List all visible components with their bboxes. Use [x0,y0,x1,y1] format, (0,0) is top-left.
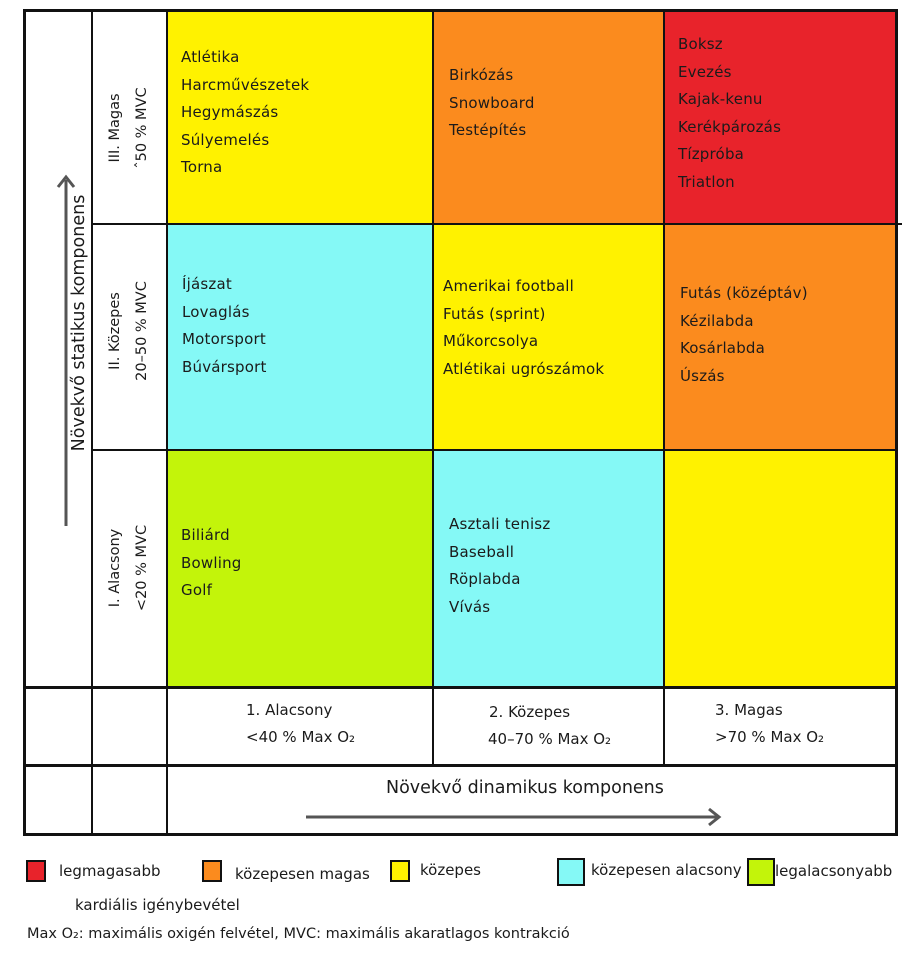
sport-item: Atlétikai ugrószámok [443,359,605,378]
legend-label-orange: közepesen magas [235,865,370,883]
sport-item: Kerékpározás [678,117,782,136]
col-label-low-level: 1. Alacsony [246,701,333,719]
sports-mid-high: Futás (középtáv) Kézilabda Kosárlabda Úszás [680,280,808,390]
sports-low-low: Biliárd Bowling Golf [181,522,242,605]
sports-high-high: Boksz Evezés Kajak-kenu Kerékpározás Tízprób… [678,31,781,197]
sport-item: Súlyemelés [181,130,270,149]
row-label-mid-level: II. Közepes [107,292,123,370]
cell-low-high [664,450,896,687]
sport-item: Torna [181,158,223,177]
sport-item: Hegymászás [181,103,279,122]
sports-high-low: Atlétika Harcművészetek Hegymászás Súlyemel… [181,44,309,182]
sport-item: Birkózás [449,66,514,84]
sport-item: Kézilabda [680,311,754,330]
sport-item: Asztali tenisz [449,515,551,533]
sports-mid-mid: Amerikai football Futás (sprint) Műkorcsol… [443,273,604,383]
row-label-low: I. Alacsony <20 % MVC [102,488,156,648]
col-label-mid-range: 40–70 % Max O₂ [488,730,612,748]
sport-item: Testépítés [449,121,527,140]
cell-high-mid [433,11,664,224]
cell-mid-low [167,224,433,450]
grid-vline-3 [432,9,434,766]
sport-item: Vívás [449,597,491,616]
col-label-low: 1. Alacsony <40 % Max O₂ [246,697,355,751]
sport-item: Atlétika [181,48,240,66]
grid-vline-2 [166,9,168,836]
grid-vline-4 [663,9,665,766]
sports-high-mid: Birkózás Snowboard Testépítés [449,62,535,145]
sport-item: Úszás [680,366,725,385]
sport-item: Golf [181,581,213,600]
sport-item: Baseball [449,542,515,561]
grid-border-top [23,9,898,12]
sport-item: Kajak-kenu [678,90,763,109]
sport-item: Motorsport [182,330,266,349]
sport-item: Íjászat [182,275,232,293]
sport-item: Evezés [678,62,732,81]
row-label-high-range: ˆ50 % MVC [134,87,150,169]
sport-item: Műkorcsolya [443,332,539,351]
sport-item: Harcművészetek [181,75,310,94]
sport-item: Snowboard [449,93,535,112]
legend-footnote: Max O₂: maximális oxigén felvétel, MVC: … [27,926,570,942]
legend-label-green: legalacsonyabb [775,862,893,880]
legend-label-red: legmagasabb [59,862,161,880]
sport-item: Búvársport [182,357,267,376]
sport-item: Röplabda [449,570,521,589]
static-axis-arrow [56,174,76,526]
grid-border-bottom [23,833,898,836]
sport-item: Triatlon [678,172,735,191]
row-label-low-level: I. Alacsony [107,528,123,608]
sport-item: Amerikai football [443,277,574,295]
legend-swatch-yellow [390,860,410,882]
col-label-mid-level: 2. Közepes [489,703,571,721]
legend-subtitle: kardiális igénybevétel [75,896,240,914]
sport-item: Bowling [181,553,242,572]
row-label-high: III. Magas ˆ50 % MVC [102,48,156,208]
col-label-low-range: <40 % Max O₂ [246,728,356,746]
legend-swatch-cyan [557,858,585,886]
grid-hline-2 [91,449,898,451]
sport-item: Tízpróba [678,145,745,164]
row-label-mid-range: 20–50 % MVC [134,281,150,381]
grid-hline-1 [91,223,902,225]
grid-hline-3 [23,686,898,689]
row-label-low-range: <20 % MVC [134,524,150,612]
sport-item: Biliárd [181,526,230,544]
col-label-high-level: 3. Magas [715,701,783,719]
grid-border-right [895,9,898,836]
legend-swatch-orange [202,860,222,882]
grid-vline-1 [91,9,93,836]
legend-swatch-green [747,858,775,886]
cell-low-low [167,450,433,687]
grid-border-left [23,9,26,836]
col-label-mid: 2. Közepes 40–70 % Max O₂ [488,699,612,753]
cell-high-high [664,11,896,224]
dynamic-axis-title: Növekvő dinamikus komponens [386,778,664,798]
grid-hline-4 [23,764,898,767]
cell-mid-high [664,224,896,450]
cell-high-low [167,11,433,224]
sport-item: Futás (sprint) [443,304,546,323]
sport-item: Futás (középtáv) [680,284,808,302]
legend-label-cyan: közepesen alacsony [591,861,742,879]
cell-mid-mid [433,224,664,450]
cell-low-mid [433,450,664,687]
legend-label-yellow: közepes [420,861,481,879]
sports-mid-low: Íjászat Lovaglás Motorsport Búvársport [182,271,267,381]
dynamic-axis-arrow [306,807,722,827]
sport-item: Boksz [678,35,723,53]
legend-swatch-red [26,860,46,882]
row-label-high-level: III. Magas [107,93,123,163]
row-label-mid: II. Közepes 20–50 % MVC [102,241,156,421]
sport-item: Kosárlabda [680,339,766,358]
sports-low-mid: Asztali tenisz Baseball Röplabda Vívás [449,511,550,621]
sport-item: Lovaglás [182,302,250,321]
col-label-high-range: >70 % Max O₂ [715,728,825,746]
col-label-high: 3. Magas >70 % Max O₂ [715,697,824,751]
